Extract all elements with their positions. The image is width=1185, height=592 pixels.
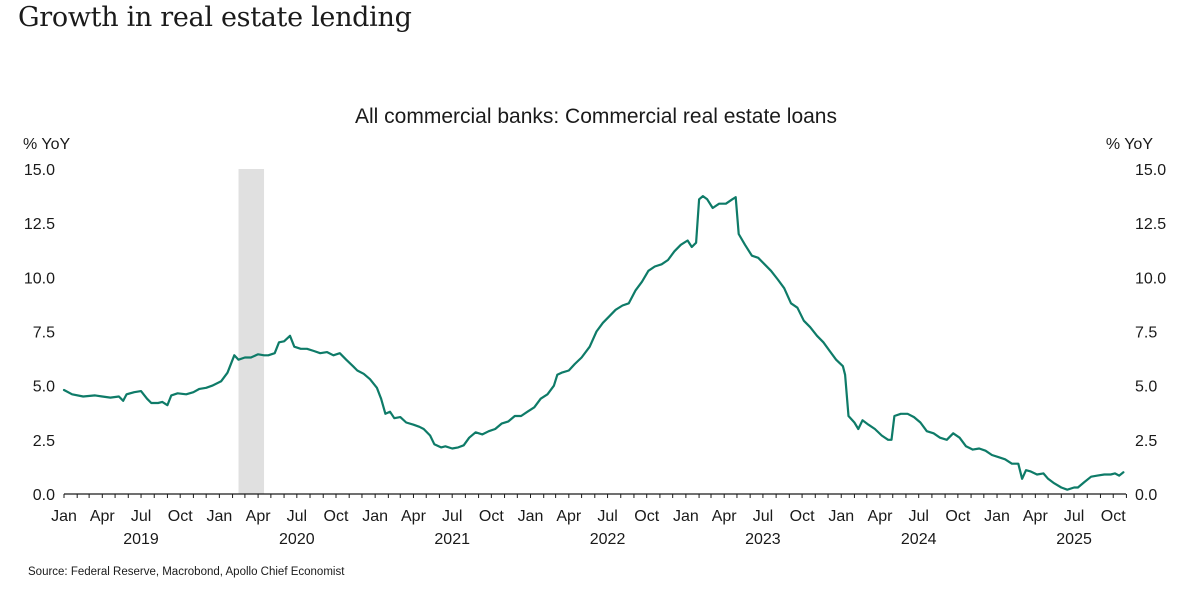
chart-title: All commercial banks: Commercial real es… [354,105,837,128]
recession-band-layer [238,169,265,494]
x-tick-label: Jan [828,508,854,525]
x-tick-label: Oct [168,508,193,525]
y-tick-label-right: 15.0 [1135,162,1166,179]
y-tick-label-left: 15.0 [24,162,55,179]
x-year-label: 2023 [745,531,781,548]
axes: 0.0 0.0 2.5 2.5 5.0 5.0 7.5 7.5 10.0 10.0 12.5 12.5… [24,162,1166,548]
y-tick-label-right: 7.5 [1135,325,1157,342]
y-tick-label-right: 2.5 [1135,433,1157,450]
x-tick-label: Jan [51,508,77,525]
y-axis-label-right: % YoY [1106,136,1153,153]
recession-band [238,169,265,494]
y-tick-label-left: 12.5 [24,216,55,233]
x-tick-label: Apr [401,508,427,525]
x-tick-label: Oct [790,508,815,525]
x-tick-label: Jan [673,508,699,525]
y-tick-label-right: 0.0 [1135,487,1157,504]
x-tick-label: Apr [90,508,116,525]
x-year-label: 2022 [590,531,626,548]
x-year-label: 2019 [123,531,159,548]
y-tick-label-left: 2.5 [33,433,55,450]
x-tick-label: Jan [362,508,388,525]
x-tick-label: Jul [442,508,462,525]
x-tick-label: Oct [945,508,970,525]
series-line [62,195,1125,491]
x-tick-label: Oct [1101,508,1126,525]
x-tick-label: Apr [868,508,894,525]
x-tick-label: Jul [131,508,151,525]
x-tick-label: Apr [556,508,582,525]
x-year-label: 2021 [434,531,470,548]
x-tick-label: Jul [1064,508,1084,525]
y-tick-label-right: 12.5 [1135,216,1166,233]
y-tick-label-right: 10.0 [1135,270,1166,287]
x-tick-label: Jul [753,508,773,525]
y-tick-label-left: 0.0 [33,487,55,504]
x-tick-label: Oct [479,508,504,525]
x-tick-label: Jul [597,508,617,525]
x-tick-label: Jan [984,508,1010,525]
x-tick-label: Apr [1023,508,1049,525]
x-year-label: 2024 [901,531,937,548]
x-tick-label: Oct [324,508,349,525]
x-tick-label: Jul [908,508,928,525]
y-tick-label-left: 5.0 [33,379,55,396]
x-year-label: 2025 [1056,531,1092,548]
x-tick-label: Apr [712,508,738,525]
y-axis-label-left: % YoY [23,136,70,153]
x-tick-label: Jan [518,508,544,525]
page-title: Growth in real estate lending [18,2,412,33]
x-tick-label: Jul [287,508,307,525]
y-tick-label-left: 7.5 [33,325,55,342]
series-layer [62,195,1125,491]
x-tick-label: Apr [246,508,272,525]
x-tick-label: Jan [206,508,232,525]
y-tick-label-right: 5.0 [1135,379,1157,396]
x-tick-label: Oct [634,508,659,525]
source-note: Source: Federal Reserve, Macrobond, Apol… [28,566,345,578]
y-tick-label-left: 10.0 [24,270,55,287]
x-year-label: 2020 [279,531,315,548]
